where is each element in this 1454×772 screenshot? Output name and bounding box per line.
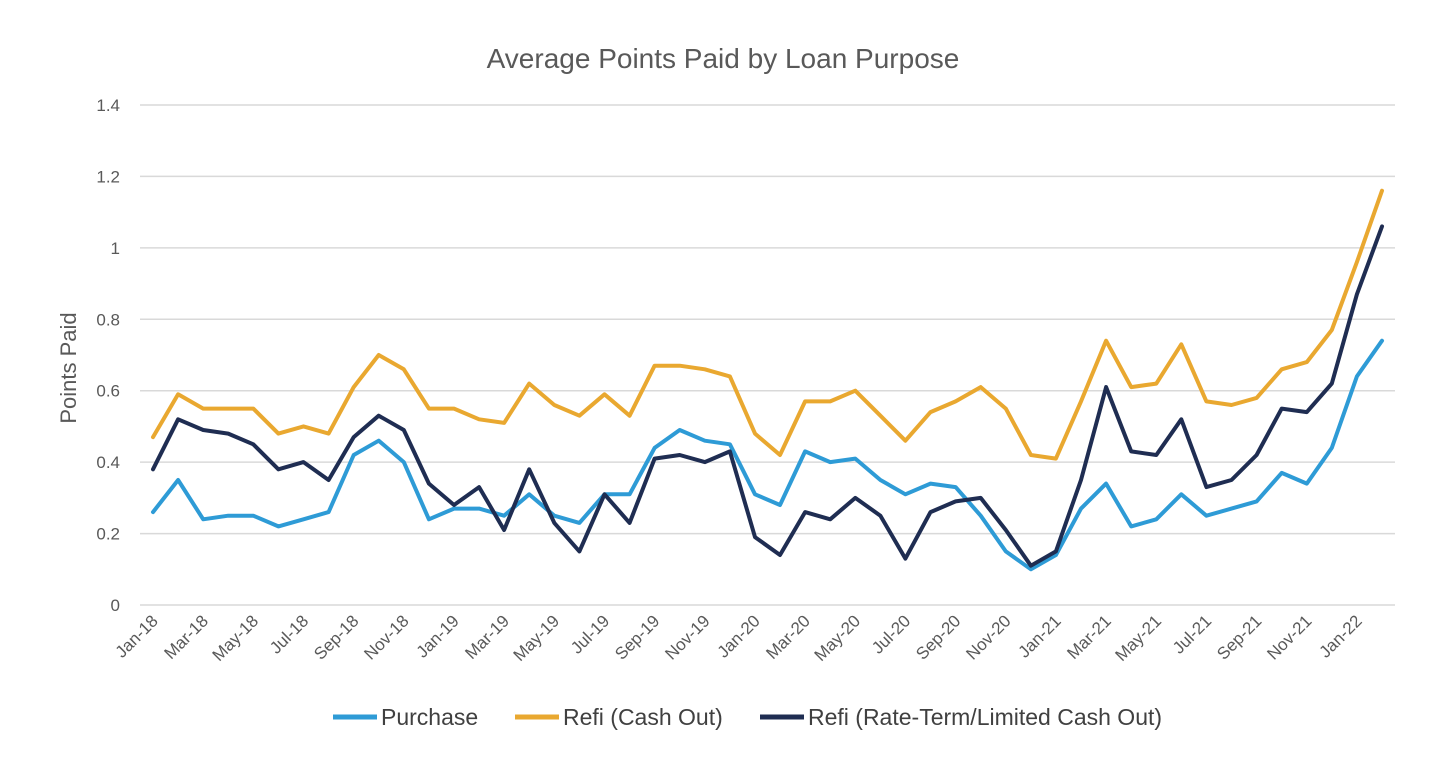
x-tick-label: May-18 — [209, 611, 263, 665]
x-tick-label: Mar-18 — [160, 611, 212, 663]
y-tick-label: 0 — [111, 596, 120, 615]
x-tick-label: May-19 — [510, 611, 564, 665]
series-line-refi-rate-term-limited-cash-out — [151, 224, 1384, 568]
x-tick-label: Nov-19 — [661, 611, 713, 663]
x-tick-label: Jan-22 — [1316, 611, 1366, 661]
x-tick-label: Mar-19 — [461, 611, 513, 663]
legend-item: Purchase — [333, 704, 478, 730]
series-lines — [151, 188, 1384, 572]
x-tick-label: Sep-18 — [310, 611, 362, 663]
x-tick-label: Nov-18 — [360, 611, 412, 663]
y-tick-label: 1.4 — [96, 96, 120, 115]
x-tick-label: Jul-20 — [868, 611, 914, 657]
x-tick-label: Mar-21 — [1063, 611, 1115, 663]
legend: Purchase Refi (Cash Out) Refi (Rate-Term/L… — [333, 704, 1162, 730]
y-tick-label: 0.2 — [96, 525, 120, 544]
legend-item: Refi (Rate-Term/Limited Cash Out) — [760, 704, 1162, 730]
x-tick-label: Nov-21 — [1263, 611, 1315, 663]
x-tick-label: May-20 — [811, 611, 865, 665]
x-tick-label: Jan-18 — [112, 611, 162, 661]
y-tick-label: 0.8 — [96, 310, 120, 329]
x-tick-label: Mar-20 — [762, 611, 814, 663]
legend-label: Purchase — [381, 704, 478, 730]
chart-title: Average Points Paid by Loan Purpose — [487, 43, 960, 74]
legend-item: Refi (Cash Out) — [515, 704, 723, 730]
x-tick-label: Jan-20 — [714, 611, 764, 661]
y-axis-label: Points Paid — [56, 312, 81, 423]
x-tick-label: Nov-20 — [962, 611, 1014, 663]
x-tick-label: May-21 — [1112, 611, 1166, 665]
x-tick-label: Jan-21 — [1015, 611, 1065, 661]
y-tick-label: 0.4 — [96, 453, 120, 472]
legend-label: Refi (Cash Out) — [563, 704, 723, 730]
x-tick-label: Jul-18 — [266, 611, 312, 657]
x-tick-label: Sep-21 — [1213, 611, 1265, 663]
y-tick-label: 0.6 — [96, 382, 120, 401]
y-axis-ticks: 0 0.2 0.4 0.6 0.8 1 1.2 1.4 — [96, 96, 120, 615]
x-tick-label: Sep-19 — [611, 611, 663, 663]
y-tick-label: 1.2 — [96, 167, 120, 186]
x-tick-label: Jul-21 — [1169, 611, 1215, 657]
x-tick-label: Jul-19 — [567, 611, 613, 657]
series-line-refi-cash-out — [151, 188, 1384, 461]
x-tick-label: Sep-20 — [912, 611, 964, 663]
x-tick-label: Jan-19 — [413, 611, 463, 661]
series-line-purchase — [151, 338, 1384, 572]
gridlines — [140, 104, 1395, 606]
y-tick-label: 1 — [111, 239, 120, 258]
legend-label: Refi (Rate-Term/Limited Cash Out) — [808, 704, 1162, 730]
